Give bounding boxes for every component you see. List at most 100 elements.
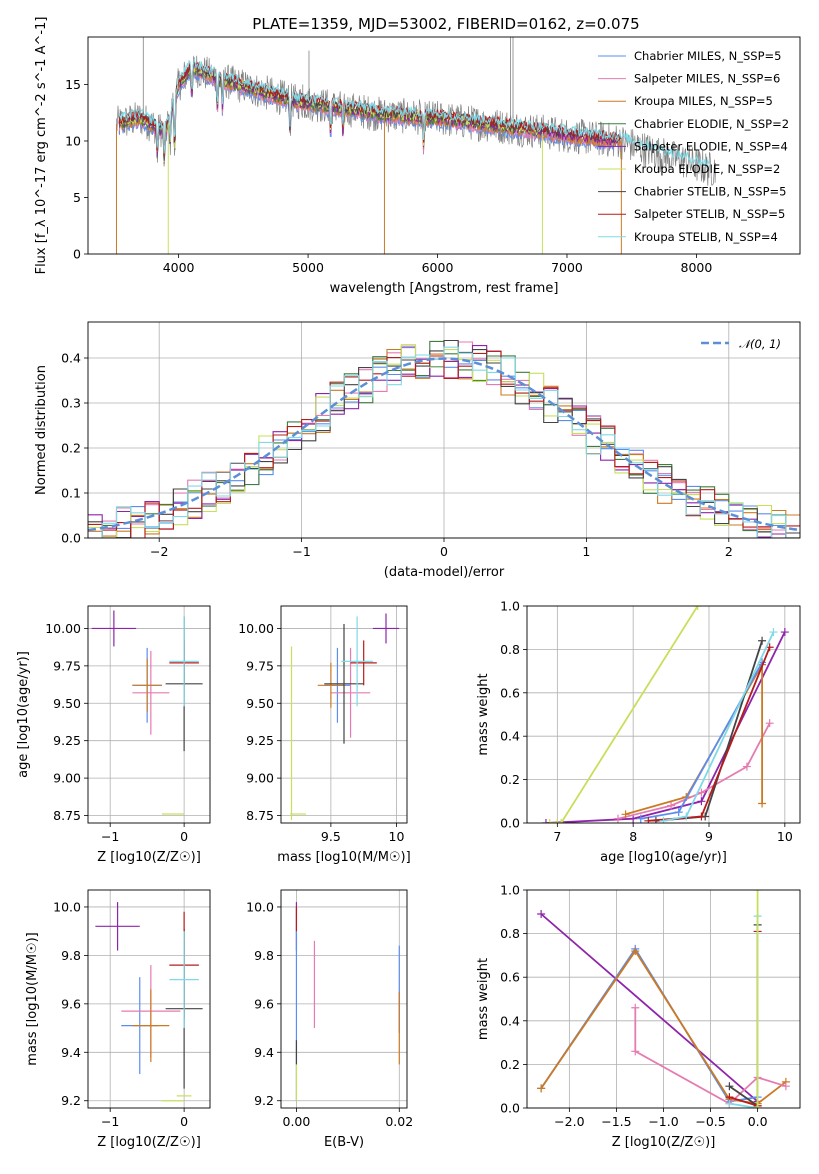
x-axis-label: E(B-V): [324, 1135, 364, 1150]
axes-frame: [87, 605, 211, 824]
data-marker: [753, 1104, 762, 1108]
gaussian-curve: [88, 357, 800, 532]
legend-label: Kroupa ELODIE, N_SSP=2: [634, 162, 780, 176]
data-marker: [553, 819, 562, 823]
data-marker: [557, 819, 566, 823]
data-marker: [758, 799, 767, 808]
x-axis-label: (data-model)/error: [384, 565, 505, 580]
axes-frame: [87, 36, 801, 255]
x-tick-label: 8000: [681, 260, 713, 275]
data-marker: [765, 719, 774, 728]
data-marker: [644, 816, 653, 823]
y-tick-label: 9.6: [254, 996, 274, 1011]
data-marker: [667, 801, 676, 810]
axes-frame: [280, 889, 408, 1109]
y-tick-label: 9.8: [254, 948, 274, 963]
x-axis-label: mass [log10(M/M☉)]: [277, 850, 410, 865]
plot-area: [295, 902, 400, 1101]
x-tick-label: −1.0: [648, 1114, 678, 1129]
data-marker: [742, 762, 751, 771]
data-marker: [725, 1099, 734, 1108]
data-marker: [693, 606, 702, 610]
grid: [527, 605, 800, 824]
legend-label: Salpeter ELODIE, N_SSP=4: [634, 139, 788, 153]
x-tick-label: 4000: [163, 260, 195, 275]
model-spectrum-kroupa_stelib: [118, 59, 710, 168]
panel-age_vs_mass: 9.5 10 8.75 9.00 9.25 9.50 9.75 10.00 mass [log1…: [238, 605, 411, 865]
axes-frame: [280, 605, 408, 824]
model-spectrum-salpeter_elodie: [118, 62, 619, 164]
histogram-salpeter_stelib: [88, 350, 800, 538]
y-tick-label: 0.4: [500, 1013, 520, 1028]
y-axis-label: age [log10(age/yr)]: [16, 651, 31, 778]
axes-frame: [526, 889, 801, 1109]
y-tick-label: 8.75: [53, 808, 81, 823]
y-tick-label: 0.0: [61, 531, 81, 546]
data-marker: [545, 819, 554, 823]
data-marker: [781, 1082, 790, 1091]
x-tick-label: 2: [725, 544, 733, 559]
y-tick-label: 5: [73, 190, 81, 205]
x-tick-label: 1: [582, 544, 590, 559]
y-tick-label: 0.6: [500, 685, 520, 700]
y-tick-label: 9.6: [61, 996, 81, 1011]
plot-area: [91, 610, 203, 815]
y-tick-label: 10.00: [238, 621, 274, 636]
y-tick-label: 0: [73, 247, 81, 262]
data-marker: [636, 814, 645, 823]
y-tick-label: 0.4: [61, 351, 81, 366]
y-tick-label: 10.0: [246, 899, 274, 914]
y-tick-label: 9.25: [53, 733, 81, 748]
y-axis-label: Flux [f_λ 10^-17 erg cm^-2 s^-1 A^-1]: [34, 17, 49, 275]
x-tick-label: −1: [292, 544, 310, 559]
series-line: [617, 722, 771, 820]
series-line: [663, 631, 775, 822]
series-line: [540, 913, 759, 1103]
data-marker: [725, 1082, 734, 1091]
data-marker: [614, 814, 622, 823]
axes-frame: [87, 321, 801, 539]
grid: [88, 890, 210, 1108]
legend-label: Kroupa STELIB, N_SSP=4: [634, 230, 778, 244]
x-tick-label: −0.5: [695, 1114, 725, 1129]
x-tick-label: 10: [777, 829, 793, 844]
x-tick-label: 7000: [551, 260, 583, 275]
data-marker: [697, 788, 706, 797]
y-axis-label: mass [log10(M/M☉)]: [25, 932, 40, 1065]
x-tick-label: −1: [101, 829, 119, 844]
x-tick-label: −1.5: [601, 1114, 631, 1129]
y-tick-label: 9.50: [246, 696, 274, 711]
y-tick-label: 9.00: [246, 771, 274, 786]
x-tick-label: −2: [150, 544, 168, 559]
legend-label: Salpeter MILES, N_SSP=6: [634, 72, 780, 86]
legend-label: 𝒩(0, 1): [739, 337, 781, 351]
x-tick-label: 0.00: [283, 1114, 311, 1129]
axes-frame: [526, 605, 801, 824]
plot-area: [88, 339, 800, 538]
y-tick-label: 9.2: [254, 1093, 274, 1108]
data-marker: [537, 909, 546, 918]
x-axis-label: Z [log10(Z/Z☉)]: [97, 850, 201, 865]
data-marker: [769, 628, 778, 637]
y-tick-label: 8.75: [246, 808, 274, 823]
y-tick-label: 1.0: [500, 599, 520, 614]
data-marker: [629, 814, 638, 823]
histogram-chabrier_stelib: [88, 339, 800, 538]
x-tick-label: 8: [629, 829, 637, 844]
panel-mass_vs_Z: −1 0 9.2 9.4 9.6 9.8 10.0 Z [log10(Z/Z☉)] mass […: [25, 889, 211, 1150]
panel-spectrum: 4000 5000 6000 7000 8000 0 5 10 15 wavelength [An…: [34, 17, 801, 296]
series-line: [545, 631, 786, 823]
y-tick-label: 0.2: [61, 441, 81, 456]
y-axis-label: Normed distribution: [34, 365, 49, 495]
plot-area: [115, 37, 716, 254]
series-line: [728, 924, 759, 1108]
x-tick-label: 0: [440, 544, 448, 559]
x-axis-label: wavelength [Angstrom, rest frame]: [330, 281, 559, 296]
legend-label: Kroupa MILES, N_SSP=5: [634, 94, 773, 108]
data-marker: [631, 947, 640, 956]
x-axis-label: Z [log10(Z/Z☉)]: [612, 1135, 716, 1150]
data-marker: [621, 810, 630, 819]
legend-label: Chabrier MILES, N_SSP=5: [634, 49, 781, 63]
x-axis-label: Z [log10(Z/Z☉)]: [97, 1135, 201, 1150]
